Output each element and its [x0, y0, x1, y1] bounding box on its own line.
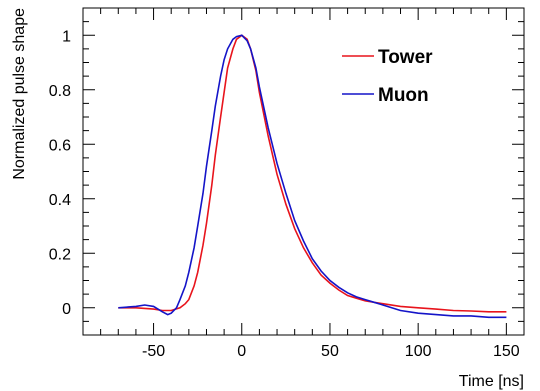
series-line-tower: [118, 34, 507, 313]
x-tick-label: 100: [405, 343, 432, 360]
y-tick-label: 0.2: [49, 246, 71, 263]
y-tick-labels: 0 0.2 0.4 0.6 0.8 1: [49, 28, 71, 318]
y-tick-label: 0.8: [49, 83, 71, 100]
x-ticks: [82, 8, 525, 335]
y-tick-label: 1: [62, 28, 71, 45]
x-tick-labels: -50 0 50 100 150: [142, 343, 520, 360]
y-ticks: [83, 7, 524, 336]
y-tick-label: 0.6: [49, 137, 71, 154]
y-tick-label: 0.4: [49, 192, 71, 209]
x-tick-label: 0: [237, 343, 246, 360]
x-tick-label: -50: [142, 343, 165, 360]
series-line-muon: [118, 34, 507, 319]
legend: Tower Muon: [342, 47, 433, 106]
y-axis-label: Normalized pulse shape: [11, 8, 28, 180]
legend-label-muon: Muon: [378, 85, 429, 106]
legend-label-tower: Tower: [378, 47, 433, 68]
curves-layer: [118, 34, 507, 319]
x-tick-label: 150: [493, 343, 520, 360]
x-axis-label: Time [ns]: [459, 373, 524, 390]
y-tick-label: 0: [62, 301, 71, 318]
x-tick-label: 50: [321, 343, 339, 360]
plot-frame: [82, 7, 525, 336]
